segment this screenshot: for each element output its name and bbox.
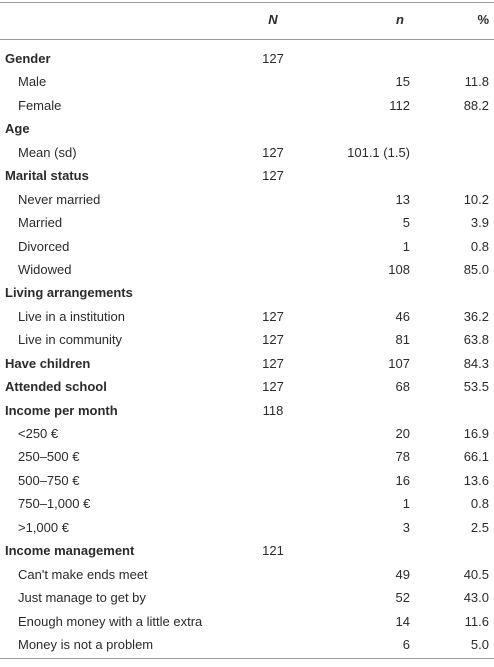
- cell-n: 112: [389, 97, 410, 113]
- cell-N: 127: [262, 379, 284, 395]
- cell-n: 46: [395, 308, 410, 324]
- cell-pct: 43.0: [463, 590, 489, 606]
- cell-pct: 53.5: [463, 379, 489, 395]
- cell-n: 16: [395, 472, 410, 488]
- cell-n: 78: [395, 449, 410, 465]
- cell-pct: 16.9: [463, 426, 489, 442]
- cell-n: 52: [395, 590, 410, 606]
- cell-pct: 0.8: [470, 496, 489, 512]
- cell-n: 14: [395, 613, 410, 629]
- cell-N: 127: [262, 355, 284, 371]
- header-cell: n: [396, 12, 404, 27]
- top-rule: [0, 2, 494, 3]
- cell-N: 121: [262, 543, 284, 559]
- item-label: Married: [18, 215, 63, 231]
- cell-pct: 11.6: [464, 613, 489, 629]
- cell-pct: 13.6: [463, 472, 489, 488]
- item-label: >1,000 €: [18, 519, 69, 535]
- bottom-rule: [0, 658, 494, 659]
- group-label: Age: [5, 121, 30, 137]
- cell-n: 101.1 (1.5): [347, 144, 410, 160]
- cell-n: 107: [388, 355, 410, 371]
- item-label: Mean (sd): [18, 144, 77, 160]
- cell-n: 108: [388, 261, 410, 277]
- cell-n: 81: [395, 332, 410, 348]
- item-label: 250–500 €: [18, 449, 80, 465]
- item-label: Divorced: [18, 238, 70, 254]
- item-label: <250 €: [18, 426, 59, 442]
- item-label: Female: [18, 97, 62, 113]
- group-label: Have children: [5, 355, 91, 371]
- cell-n: 68: [395, 379, 410, 395]
- cell-N: 127: [262, 144, 284, 160]
- cell-n: 20: [395, 426, 410, 442]
- cell-n: 1: [402, 496, 410, 512]
- cell-pct: 63.8: [463, 332, 489, 348]
- cell-n: 1: [402, 238, 410, 254]
- header-cell: %: [477, 12, 489, 27]
- item-label: 750–1,000 €: [18, 496, 91, 512]
- cell-n: 6: [402, 637, 410, 652]
- cell-pct: 40.5: [463, 566, 489, 582]
- item-label: Just manage to get by: [18, 590, 146, 606]
- cell-N: 127: [262, 332, 284, 348]
- item-label: Never married: [18, 191, 101, 207]
- cell-pct: 88.2: [463, 97, 489, 113]
- cell-pct: 85.0: [463, 261, 489, 277]
- cell-pct: 11.8: [464, 74, 489, 90]
- group-label: Income management: [5, 543, 135, 559]
- item-label: Can't make ends meet: [18, 566, 148, 582]
- item-label: Enough money with a little extra: [18, 613, 203, 629]
- cell-N: 127: [262, 51, 284, 66]
- cell-pct: 2.5: [470, 519, 489, 535]
- cell-pct: 10.2: [463, 191, 489, 207]
- cell-pct: 66.1: [463, 449, 489, 465]
- item-label: Male: [18, 74, 47, 90]
- group-label: Living arrangements: [5, 285, 133, 301]
- cell-pct: 5.0: [470, 637, 489, 652]
- item-label: Live in community: [18, 332, 123, 348]
- cell-pct: 36.2: [463, 308, 489, 324]
- cell-n: 3: [402, 519, 410, 535]
- item-label: Widowed: [18, 261, 72, 277]
- item-label: Money is not a problem: [18, 637, 154, 652]
- group-label: Income per month: [5, 402, 118, 418]
- cell-N: 127: [262, 308, 284, 324]
- item-label: 500–750 €: [18, 472, 80, 488]
- item-label: Live in a institution: [18, 308, 125, 324]
- cell-pct: 3.9: [470, 215, 489, 231]
- cell-n: 5: [402, 215, 410, 231]
- cell-n: 15: [395, 74, 410, 90]
- header-rule: [0, 39, 494, 40]
- header-cell: N: [268, 12, 278, 27]
- cell-pct: 0.8: [470, 238, 489, 254]
- cell-N: 127: [262, 168, 284, 184]
- cell-N: 118: [262, 402, 284, 418]
- group-label: Attended school: [5, 379, 107, 395]
- cell-pct: 84.3: [463, 355, 489, 371]
- cell-n: 13: [395, 191, 410, 207]
- group-label: Gender: [5, 51, 51, 66]
- cell-n: 49: [395, 566, 410, 582]
- group-label: Marital status: [5, 168, 89, 184]
